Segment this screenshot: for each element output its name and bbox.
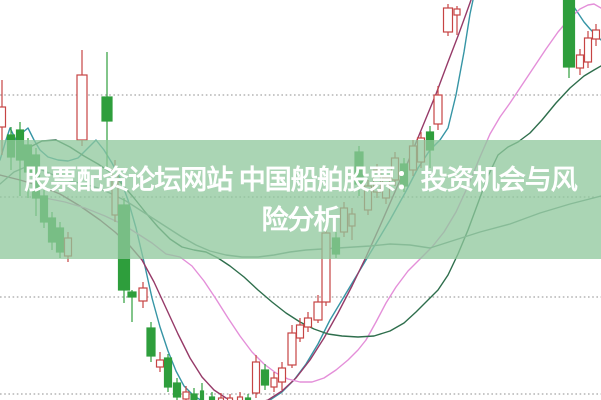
- banner-title-line1: 股票配资论坛网站 中国船舶股票：投资机会与风: [24, 164, 578, 195]
- candle-body: [138, 287, 148, 302]
- candle-body: [583, 37, 593, 63]
- candle-body: [155, 359, 165, 368]
- candle-body: [433, 94, 443, 125]
- candle-body: [562, 0, 576, 68]
- candle-body: [442, 7, 454, 33]
- candle-body: [295, 324, 305, 339]
- candle-body: [0, 106, 7, 128]
- candle-body: [260, 369, 270, 386]
- candle-body: [251, 361, 261, 394]
- candle-body: [172, 382, 182, 398]
- candle-body: [199, 390, 205, 400]
- candle-body: [277, 367, 287, 383]
- candle-body: [127, 291, 137, 298]
- candle-body: [303, 317, 313, 328]
- candle-body: [101, 96, 113, 122]
- title-banner-overlay: 股票配资论坛网站 中国船舶股票：投资机会与风 险分析: [0, 140, 601, 259]
- candle-body: [146, 327, 156, 357]
- candle-body: [226, 397, 234, 400]
- candle-body: [270, 377, 278, 388]
- candle-body: [244, 397, 252, 400]
- candle-body: [313, 301, 323, 321]
- candle-body: [591, 29, 601, 40]
- candle-body: [575, 54, 585, 69]
- banner-title-line2: 险分析: [261, 204, 341, 235]
- candle-body: [163, 357, 173, 388]
- candle-body: [453, 8, 461, 16]
- candle-body: [190, 393, 198, 400]
- candle-body: [217, 397, 225, 400]
- candle-body: [182, 391, 190, 400]
- candle-body: [76, 74, 88, 141]
- candle-body: [287, 332, 297, 366]
